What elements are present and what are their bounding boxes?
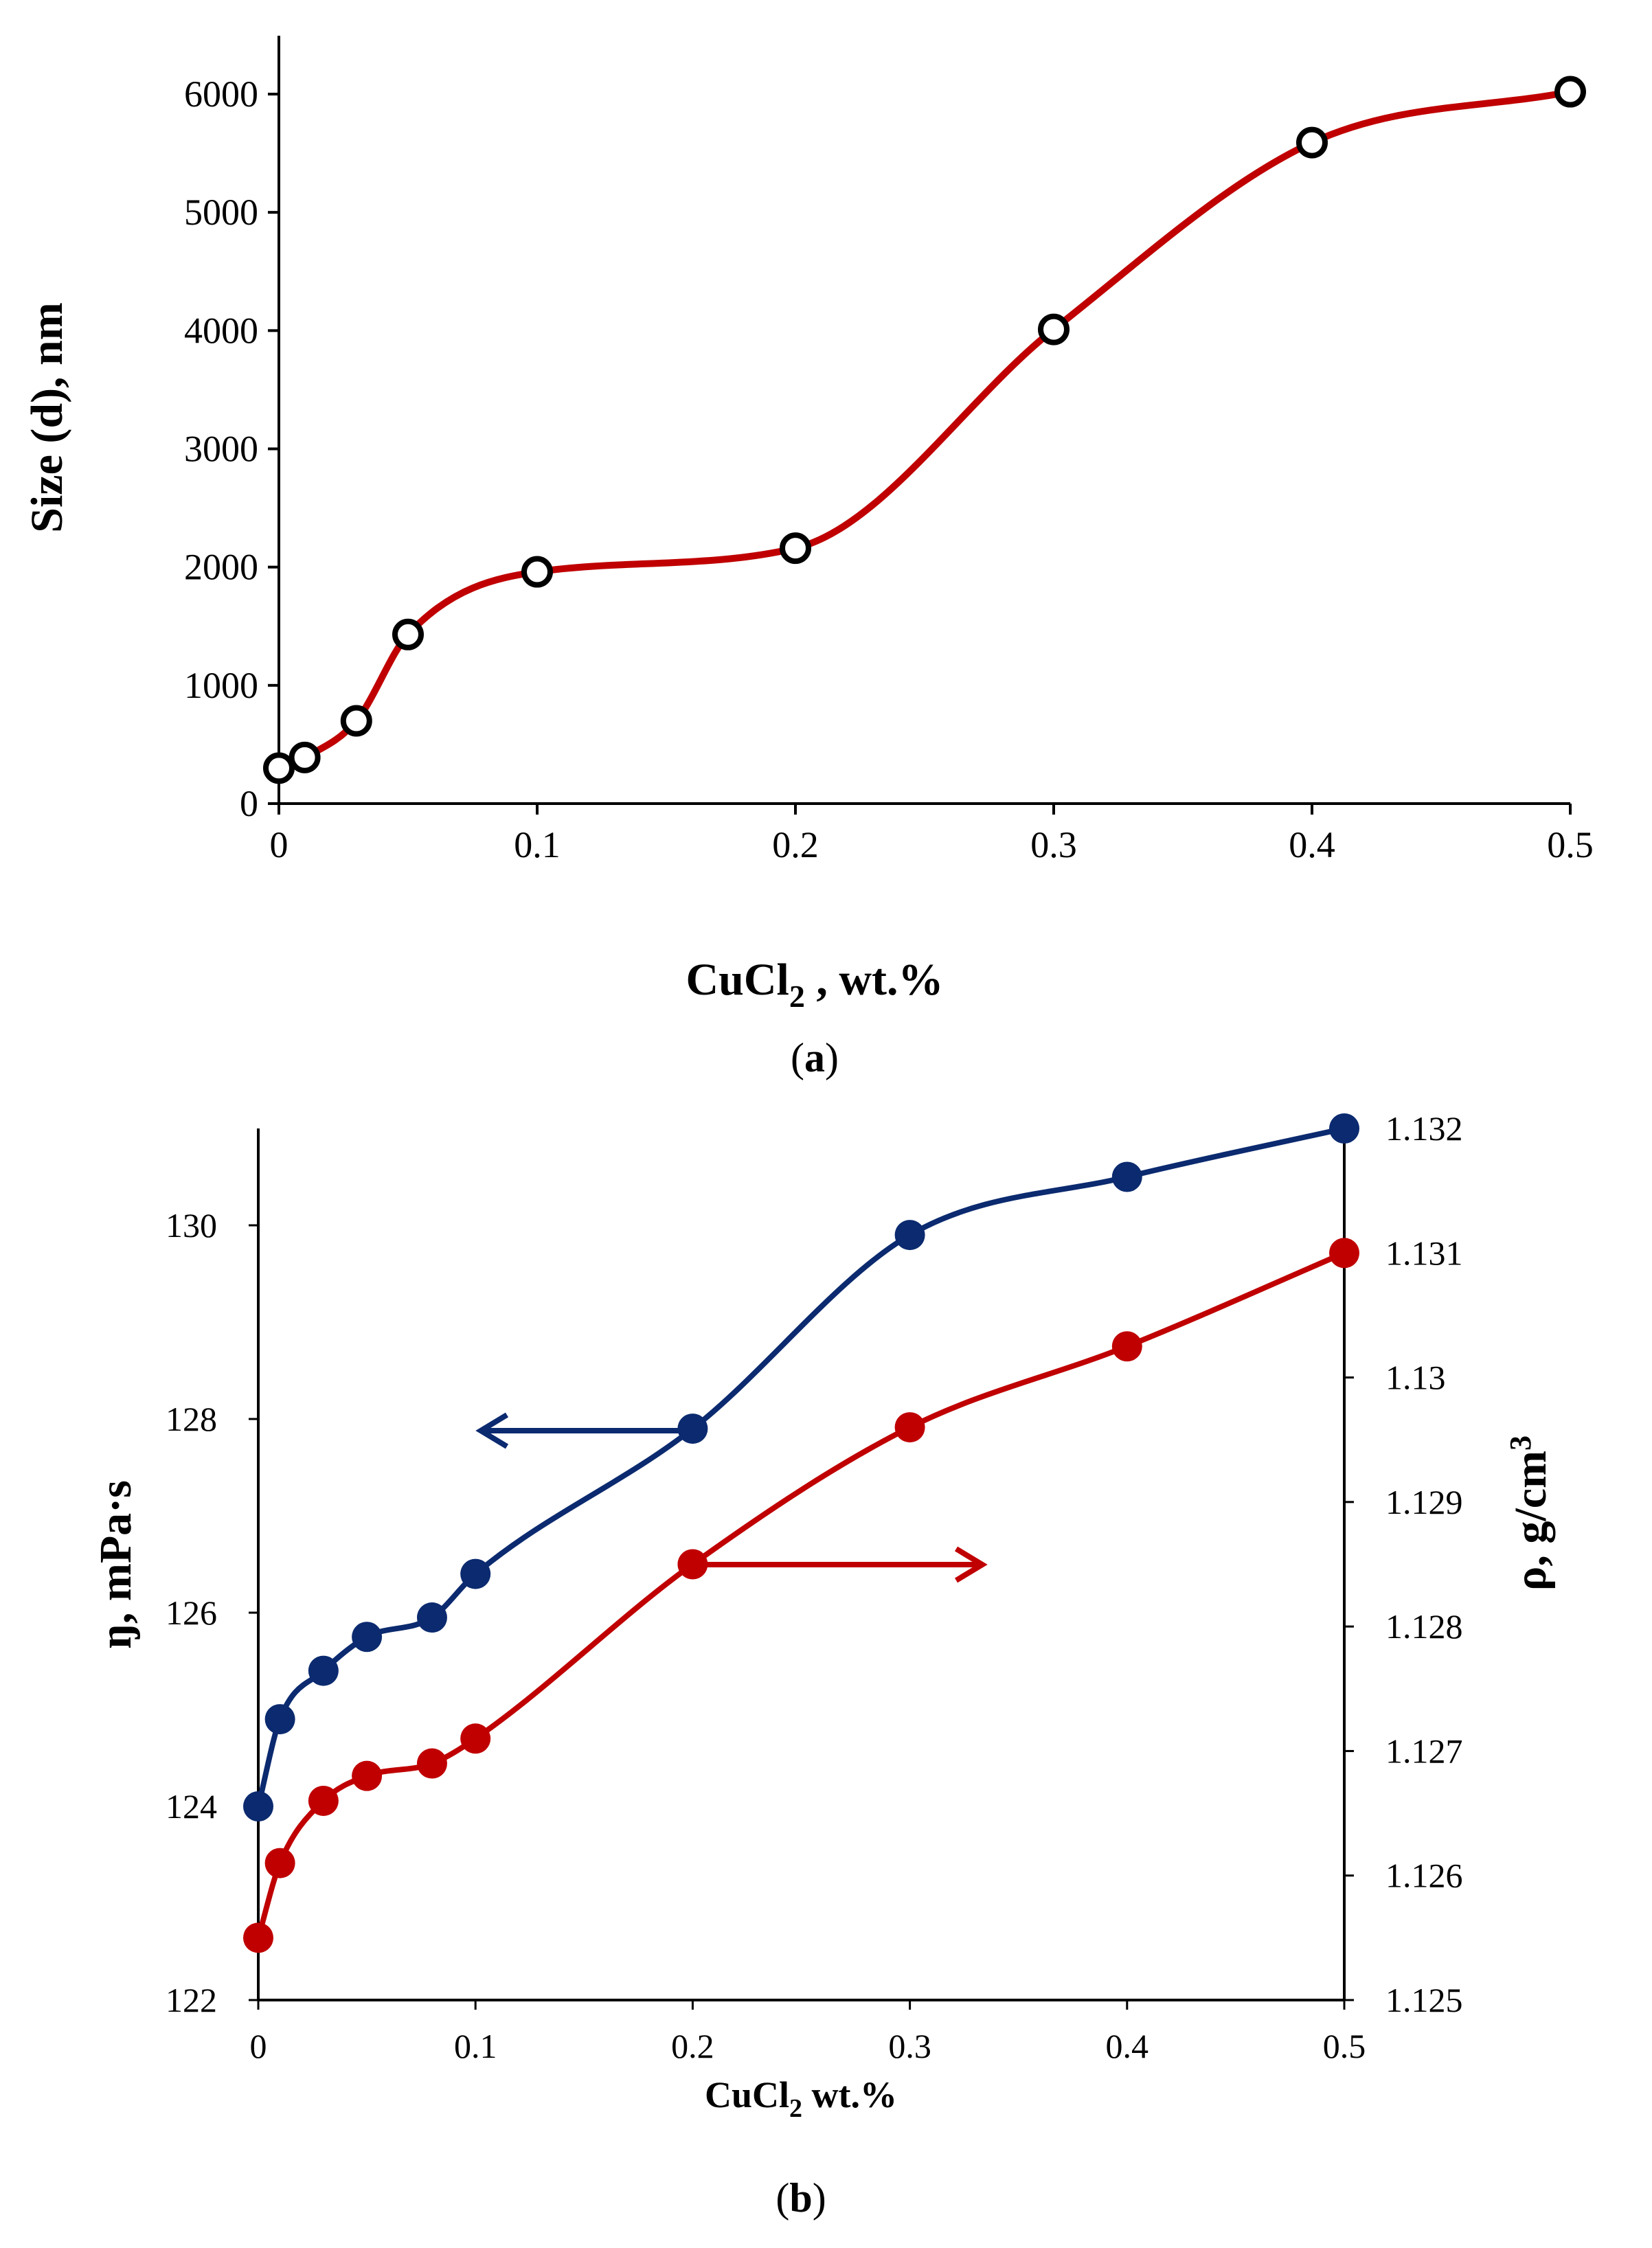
panel-label-a-open: ( — [791, 1035, 804, 1080]
data-point — [243, 1791, 273, 1821]
right-y-tick-label: 1.127 — [1385, 1732, 1463, 1770]
arrow-to-left-axis — [475, 1412, 694, 1449]
x-axis-label-sub: 2 — [789, 2094, 802, 2123]
data-point — [264, 1704, 295, 1735]
data-point — [392, 618, 424, 650]
x-axis-label: CuCl2 , wt.% — [686, 955, 943, 1014]
y-tick-label: 1000 — [184, 665, 258, 706]
data-point — [460, 1558, 491, 1589]
x-tick-label: 0.5 — [1323, 2027, 1366, 2065]
y-axis-label: Size (d), nm — [22, 302, 72, 532]
x-ticks: 0 0.1 0.2 0.3 0.4 0.5 — [270, 804, 1594, 865]
x-axis-label-rest: , wt.% — [805, 955, 944, 1005]
data-point — [308, 1785, 339, 1816]
x-axis-label: CuCl2 wt.% — [705, 2074, 897, 2123]
y-ticks: 0 1000 2000 3000 4000 5000 6000 — [184, 73, 279, 824]
right-y-ticks: 1.125 1.126 1.127 1.128 1.129 1.13 1.131 1.132 — [1344, 1109, 1463, 2019]
size-series-line — [275, 88, 1574, 772]
x-tick-label: 0.3 — [888, 2027, 931, 2065]
data-point — [894, 1220, 925, 1251]
left-y-tick-label: 128 — [166, 1400, 217, 1438]
data-point — [308, 1655, 339, 1686]
right-y-tick-label: 1.126 — [1385, 1857, 1463, 1895]
y-tick-label: 0 — [240, 783, 258, 824]
y-tick-label: 6000 — [184, 73, 258, 115]
right-y-tick-label: 1.132 — [1385, 1109, 1463, 1148]
left-y-tick-label: 124 — [166, 1787, 217, 1826]
x-tick-label: 0.5 — [1547, 824, 1594, 865]
y-tick-label: 4000 — [184, 310, 258, 351]
data-point — [780, 532, 811, 565]
data-point — [352, 1760, 383, 1791]
viscosity-series-line — [256, 1126, 1347, 1809]
data-point — [677, 1549, 708, 1580]
panel-label-b-open: ( — [776, 2175, 789, 2221]
data-point — [1554, 76, 1586, 108]
right-y-tick-label: 1.13 — [1385, 1359, 1446, 1397]
size-series-markers — [263, 76, 1586, 784]
panel-label-b-close: ) — [813, 2175, 826, 2221]
data-point — [264, 1848, 295, 1878]
x-tick-label: 0 — [270, 824, 288, 865]
right-y-tick-label: 1.125 — [1385, 1981, 1463, 2019]
y-tick-label: 3000 — [184, 429, 258, 470]
data-point — [1329, 1238, 1359, 1269]
x-axis-label-main: CuCl — [705, 2074, 789, 2115]
data-point — [460, 1723, 491, 1754]
panel-label-b: (b) — [776, 2175, 826, 2221]
data-point — [263, 752, 295, 784]
left-y-tick-label: 126 — [166, 1593, 217, 1632]
panel-label-a-close: ) — [825, 1035, 839, 1080]
arrow-to-right-axis — [696, 1546, 988, 1583]
x-tick-label: 0.4 — [1106, 2027, 1149, 2065]
right-y-axis-label: ρ, g/cm3 — [1504, 1435, 1556, 1591]
density-series-markers — [243, 1238, 1359, 1953]
data-point — [1329, 1113, 1359, 1144]
right-y-axis-label-sup: 3 — [1504, 1435, 1537, 1451]
data-point — [1296, 126, 1328, 159]
density-series-line — [256, 1250, 1347, 1941]
x-axis-label-main: CuCl — [686, 955, 789, 1005]
right-y-tick-label: 1.129 — [1385, 1483, 1463, 1521]
x-axis-label-rest: wt.% — [802, 2074, 897, 2115]
data-point — [416, 1602, 447, 1633]
data-point — [340, 705, 372, 737]
data-point — [416, 1748, 447, 1779]
data-point — [352, 1622, 383, 1653]
y-tick-label: 2000 — [184, 547, 258, 588]
panel-label-a-letter: a — [804, 1035, 825, 1080]
left-y-tick-label: 130 — [166, 1206, 217, 1245]
data-point — [288, 741, 321, 773]
y-tick-label: 5000 — [184, 192, 258, 233]
x-tick-label: 0.1 — [454, 2027, 497, 2065]
data-point — [243, 1922, 273, 1953]
right-y-tick-label: 1.128 — [1385, 1607, 1463, 1646]
right-y-axis-label-main: ρ, g/cm — [1506, 1451, 1556, 1591]
right-y-tick-label: 1.131 — [1385, 1234, 1463, 1272]
panel-label-a: (a) — [791, 1035, 839, 1080]
data-point — [894, 1412, 925, 1443]
x-ticks: 0 0.1 0.2 0.3 0.4 0.5 — [250, 2000, 1366, 2065]
x-tick-label: 0.2 — [671, 2027, 714, 2065]
data-point — [1111, 1331, 1142, 1362]
panel-label-b-letter: b — [789, 2175, 812, 2221]
viscosity-series-markers — [243, 1113, 1359, 1821]
x-tick-label: 0.2 — [772, 824, 819, 865]
left-y-axis-label: ŋ, mPa·s — [91, 1480, 141, 1649]
x-tick-label: 0.1 — [514, 824, 561, 865]
x-tick-label: 0.4 — [1289, 824, 1335, 865]
left-y-ticks: 122 124 126 128 130 — [166, 1206, 258, 2019]
x-axis-label-sub: 2 — [789, 979, 805, 1014]
x-tick-label: 0.3 — [1030, 824, 1077, 865]
data-point — [1038, 313, 1070, 345]
data-point — [521, 556, 553, 588]
data-point — [1111, 1161, 1142, 1192]
x-tick-label: 0 — [250, 2027, 267, 2065]
left-y-tick-label: 122 — [166, 1981, 217, 2019]
